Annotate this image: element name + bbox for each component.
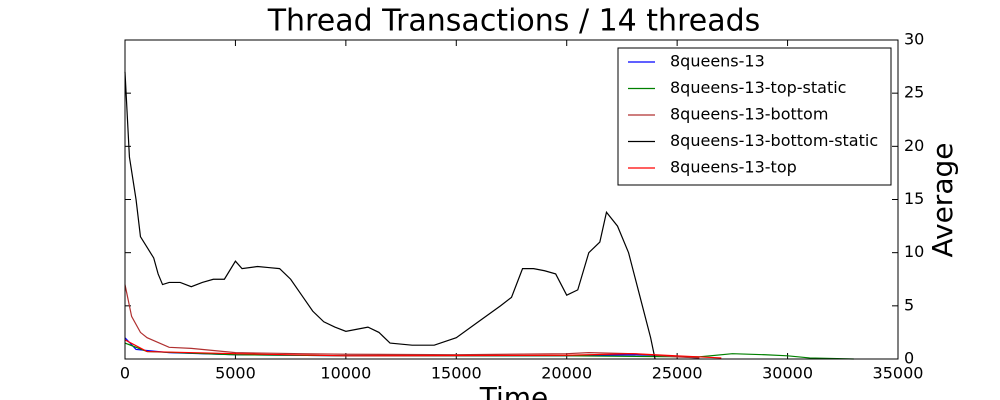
y-tick-label: 15 [904,189,924,208]
legend-label: 8queens-13-bottom [670,105,828,124]
y-tick-label: 30 [904,30,924,49]
plot-frame [124,39,899,360]
legend-label: 8queens-13-top-static [670,78,846,97]
y-tick-label: 0 [904,349,914,368]
series-line [124,284,700,359]
series-line [124,339,722,359]
x-tick-label: 25000 [652,364,703,383]
x-tick-label: 35000 [873,364,924,383]
y-tick-label: 20 [904,136,924,155]
chart-title: Thread Transactions / 14 threads [267,4,761,39]
legend-box [617,47,892,186]
y-tick-label: 25 [904,83,924,102]
x-tick-label: 15000 [431,364,482,383]
series-line [124,71,656,360]
y-tick-label: 10 [904,242,924,261]
legend-label: 8queens-13-top [670,158,797,177]
x-tick-label: 10000 [320,364,371,383]
legend-label: 8queens-13-bottom-static [670,131,878,150]
legend-label: 8queens-13 [670,52,765,71]
x-tick-label: 30000 [762,364,813,383]
x-tick-label: 20000 [541,364,592,383]
y-tick-label: 5 [904,295,914,314]
x-tick-label: 5000 [215,364,256,383]
x-axis-label: Time [479,381,549,400]
series-line [124,342,854,360]
y-axis-label: Average [926,143,959,258]
x-tick-label: 0 [120,364,130,383]
